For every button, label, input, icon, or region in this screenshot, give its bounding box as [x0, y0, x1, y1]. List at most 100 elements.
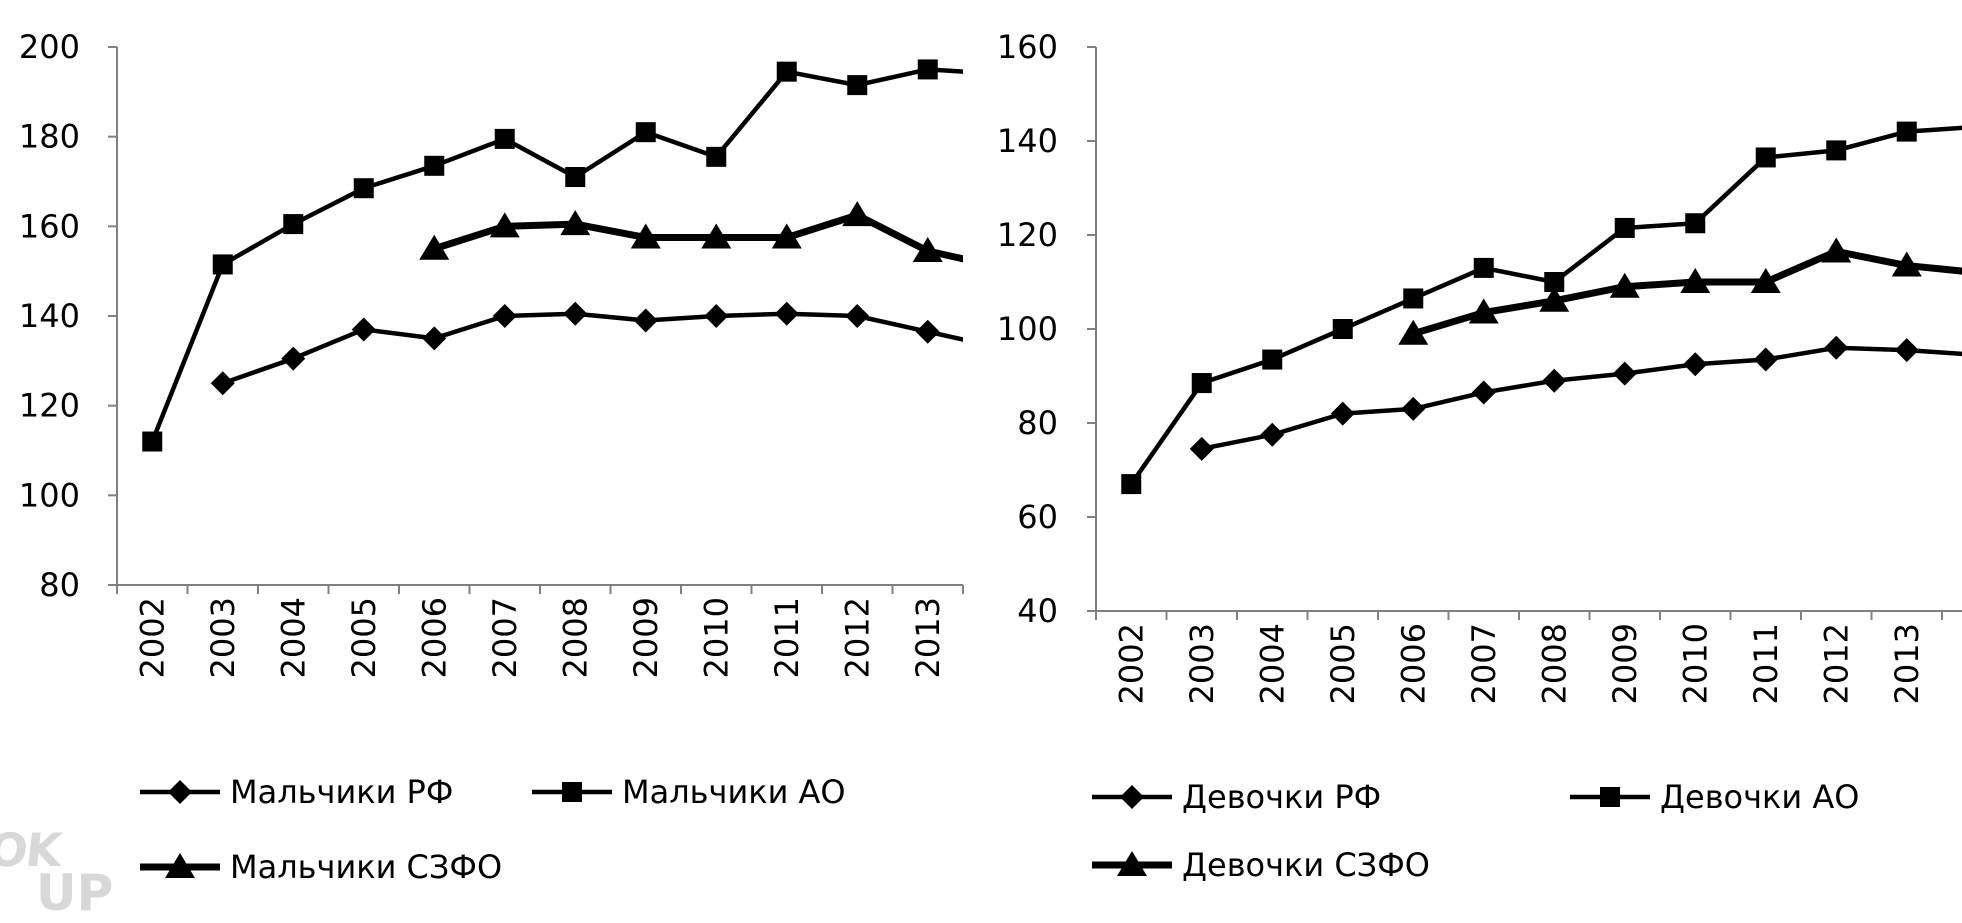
y-tick-label: 120	[997, 216, 1058, 254]
legend-label: Девочки РФ	[1182, 778, 1381, 816]
data-point-triangle	[489, 212, 520, 238]
plot-area	[1121, 121, 1962, 495]
x-tick-label: 2004	[1253, 623, 1291, 704]
data-point-diamond	[845, 304, 870, 328]
data-point-square	[565, 167, 586, 188]
series-line-square	[150, 67, 963, 443]
y-tick-label: 180	[19, 118, 80, 156]
data-point-triangle	[983, 253, 1013, 278]
data-point-diamond	[1189, 436, 1214, 461]
legend-marker-triangle	[165, 853, 195, 878]
legend-marker-diamond	[1120, 785, 1144, 809]
legend-label: Девочки СЗФО	[1182, 846, 1430, 884]
y-tick-label: 140	[997, 122, 1058, 160]
legend-marker-triangle	[1117, 851, 1147, 876]
data-point-diamond	[422, 326, 447, 351]
data-point-square	[1685, 213, 1706, 234]
plot-area	[142, 59, 1013, 452]
data-point-square	[1121, 474, 1142, 495]
data-point-square	[776, 61, 797, 82]
data-point-triangle	[1539, 286, 1570, 312]
data-point-diamond	[563, 301, 588, 326]
legend-entry: Девочки РФ	[1092, 778, 1381, 816]
data-point-triangle	[842, 201, 873, 227]
data-point-triangle	[419, 234, 450, 260]
data-point-diamond	[1471, 380, 1496, 405]
y-tick-label: 120	[19, 387, 80, 425]
data-point-diamond	[1542, 368, 1567, 393]
x-tick-label: 2005	[345, 597, 383, 678]
x-tick-label: 2006	[415, 597, 453, 678]
data-point-diamond	[915, 319, 940, 344]
x-tick-label: 2011	[768, 597, 806, 678]
x-tick-label: 2009	[1606, 623, 1644, 704]
data-point-square	[142, 431, 163, 452]
data-point-square	[988, 64, 1008, 84]
data-point-triangle	[560, 210, 591, 236]
x-tick-label: 2002	[1112, 623, 1150, 704]
y-tick-label: 100	[997, 310, 1058, 348]
x-tick-label: 2011	[1747, 623, 1785, 704]
y-tick-label: 80	[39, 566, 80, 604]
data-point-square	[1403, 288, 1424, 309]
data-point-square	[424, 155, 445, 176]
x-tick-label: 2007	[1465, 623, 1503, 704]
data-point-square	[283, 214, 304, 235]
y-tick-label: 160	[997, 28, 1058, 66]
data-point-diamond	[1824, 335, 1849, 360]
x-tick-label: 2002	[133, 597, 171, 678]
data-point-diamond	[1612, 361, 1637, 386]
x-tick-label: 2009	[627, 597, 665, 678]
legend-entry: Девочки АО	[1570, 778, 1859, 816]
legend-label: Мальчики СЗФО	[230, 848, 502, 886]
x-tick-label: 2003	[204, 597, 242, 678]
legend-label: Мальчики РФ	[230, 773, 453, 811]
data-point-square	[353, 178, 374, 199]
data-point-diamond	[704, 304, 729, 328]
watermark-text-top: BOOK	[0, 823, 67, 877]
data-point-square	[1614, 217, 1635, 238]
data-point-square	[1544, 272, 1565, 292]
data-point-square	[1473, 257, 1494, 278]
data-point-triangle	[701, 223, 732, 249]
x-tick-label: 2003	[1183, 623, 1221, 704]
data-point-square	[1262, 349, 1283, 370]
data-point-diamond	[281, 346, 306, 371]
x-tick-label: 2010	[697, 597, 735, 678]
x-tick-label: 2013	[1888, 623, 1926, 704]
x-tick-label: 2013	[909, 597, 947, 678]
chart-girls: 40 60 80 100 120 140 160 2002 2003 2004 2005 2006 20…	[997, 28, 1962, 884]
x-tick-label: 2010	[1676, 623, 1714, 704]
data-point-square	[917, 59, 938, 80]
watermark-text-bottom: UP	[36, 864, 113, 922]
data-point-diamond	[492, 304, 517, 328]
x-tick-label: 2007	[486, 597, 524, 678]
legend-entry: Мальчики РФ	[140, 773, 453, 811]
legend-entry: Девочки СЗФО	[1092, 846, 1430, 884]
y-tick-label: 100	[19, 476, 80, 514]
data-point-diamond	[774, 301, 799, 326]
y-tick-label: 60	[1017, 498, 1058, 536]
x-tick-label: 2005	[1324, 623, 1362, 704]
x-tick-label: 2006	[1394, 623, 1432, 704]
data-point-square	[1896, 121, 1917, 142]
x-tick-label: 2012	[1817, 623, 1855, 704]
data-point-triangle	[1821, 237, 1852, 263]
data-point-diamond	[1753, 347, 1778, 372]
data-point-triangle	[771, 223, 802, 249]
legend-entry: Мальчики СЗФО	[140, 848, 502, 886]
data-point-square	[847, 75, 868, 96]
x-tick-label: 2008	[1535, 623, 1573, 704]
data-point-triangle	[912, 236, 943, 262]
data-point-triangle	[1609, 272, 1640, 298]
legend-entry: Мальчики АО	[532, 773, 846, 811]
data-point-diamond	[1894, 338, 1919, 363]
legend-marker-diamond	[168, 780, 192, 804]
data-point-triangle	[1680, 268, 1711, 293]
data-point-square	[1755, 147, 1776, 168]
y-tick-label: 200	[19, 28, 80, 66]
y-tick-label: 40	[1017, 592, 1058, 630]
data-point-triangle	[1398, 319, 1429, 345]
data-point-triangle	[1891, 251, 1922, 277]
